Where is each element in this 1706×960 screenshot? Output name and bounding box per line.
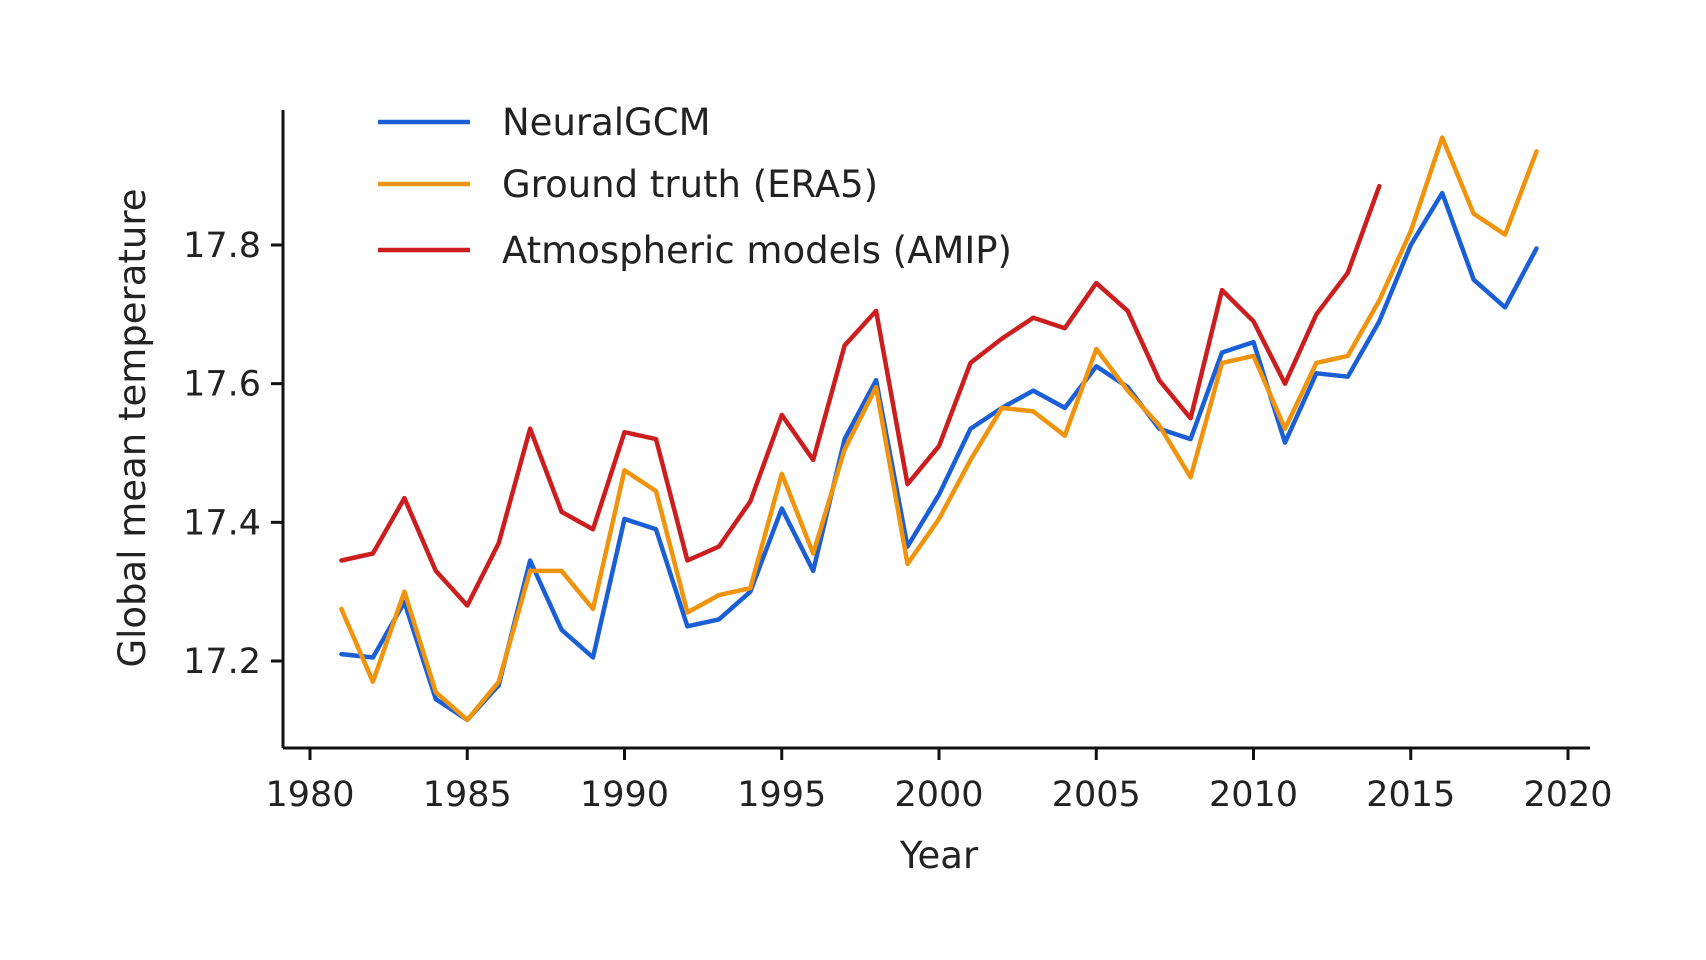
y-tick-label: 17.6	[183, 365, 261, 405]
series-line-atmospheric-models-amip	[339, 183, 1382, 608]
y-axis-label: Global mean temperature	[111, 188, 154, 667]
y-tick-label: 17.2	[183, 642, 261, 682]
x-tick-label: 2015	[1366, 775, 1455, 815]
x-ticks: 1980 1985 1990 1995 2000 2005 2010 2015 2020	[265, 748, 1613, 815]
y-tick-label: 17.8	[183, 226, 261, 266]
legend-label-atmospheric-models-amip: Atmospheric models (AMIP)	[502, 229, 1012, 272]
series-line-ground-truth-era5	[339, 135, 1539, 723]
x-tick-label: 2005	[1052, 775, 1141, 815]
x-tick-label: 2000	[894, 775, 983, 815]
x-tick-label: 2010	[1209, 775, 1298, 815]
axes	[281, 110, 1590, 750]
x-tick-label: 2020	[1523, 775, 1612, 815]
x-tick-label: 1995	[737, 775, 826, 815]
series-line-neuralgcm	[339, 190, 1539, 723]
x-tick-label: 1990	[580, 775, 669, 815]
legend: NeuralGCM Ground truth (ERA5) Atmospheric …	[378, 101, 1012, 272]
legend-label-ground-truth-era5: Ground truth (ERA5)	[502, 163, 878, 206]
legend-label-neuralgcm: NeuralGCM	[502, 101, 711, 144]
y-ticks: 17.2 17.4 17.6 17.8	[183, 226, 283, 682]
series-lines	[339, 135, 1539, 723]
x-axis-label: Year	[899, 834, 979, 877]
x-tick-label: 1985	[423, 775, 512, 815]
y-tick-label: 17.4	[183, 503, 261, 543]
x-tick-label: 1980	[265, 775, 354, 815]
